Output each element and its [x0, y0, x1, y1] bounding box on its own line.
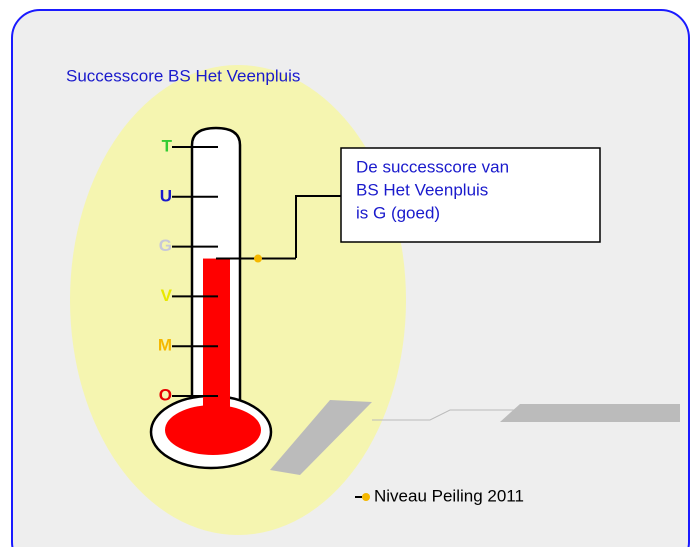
- legend-label: Niveau Peiling 2011: [374, 486, 524, 505]
- y-tick-label: T: [162, 136, 173, 155]
- shadow: [270, 400, 372, 475]
- y-tick-label: M: [158, 336, 172, 355]
- shadow: [372, 409, 515, 421]
- connector: [295, 195, 341, 258]
- shadow: [500, 404, 680, 422]
- y-tick-label: G: [159, 236, 172, 255]
- y-tick-label: U: [160, 186, 172, 205]
- level-fill: [203, 258, 230, 412]
- y-tick-label: O: [159, 385, 172, 404]
- annotation-text: is G (goed): [356, 203, 440, 222]
- bulb-fill: [165, 405, 261, 455]
- annotation-text: BS Het Veenpluis: [356, 180, 488, 199]
- annotation-box: [340, 147, 601, 243]
- annotation-text: De successcore van: [356, 157, 509, 176]
- chart-title: Successcore BS Het Veenpluis: [66, 66, 300, 85]
- y-tick-label: V: [161, 286, 173, 305]
- legend-marker: [362, 493, 370, 501]
- level-marker: [254, 254, 262, 263]
